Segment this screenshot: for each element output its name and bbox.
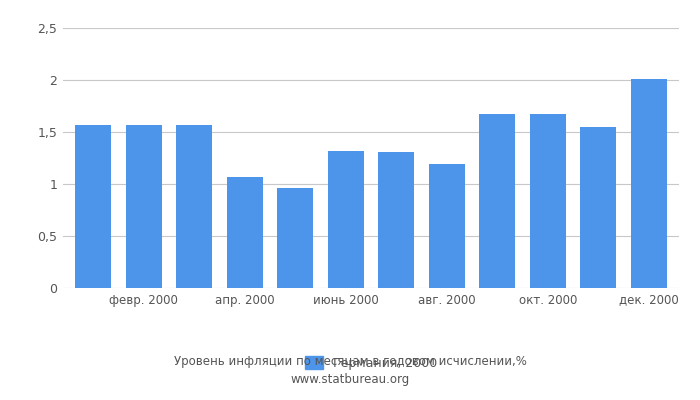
Bar <box>428 164 465 288</box>
Bar <box>176 125 213 288</box>
Bar <box>328 151 364 288</box>
Bar <box>75 125 111 288</box>
Legend: Германия, 2000: Германия, 2000 <box>300 352 442 375</box>
Bar <box>277 188 314 288</box>
Text: Уровень инфляции по месяцам в годовом исчислении,%: Уровень инфляции по месяцам в годовом ис… <box>174 356 526 368</box>
Bar <box>479 114 515 288</box>
Bar <box>580 127 617 288</box>
Bar <box>125 125 162 288</box>
Bar <box>631 79 667 288</box>
Bar <box>378 152 414 288</box>
Text: www.statbureau.org: www.statbureau.org <box>290 374 410 386</box>
Bar <box>227 177 263 288</box>
Bar <box>529 114 566 288</box>
